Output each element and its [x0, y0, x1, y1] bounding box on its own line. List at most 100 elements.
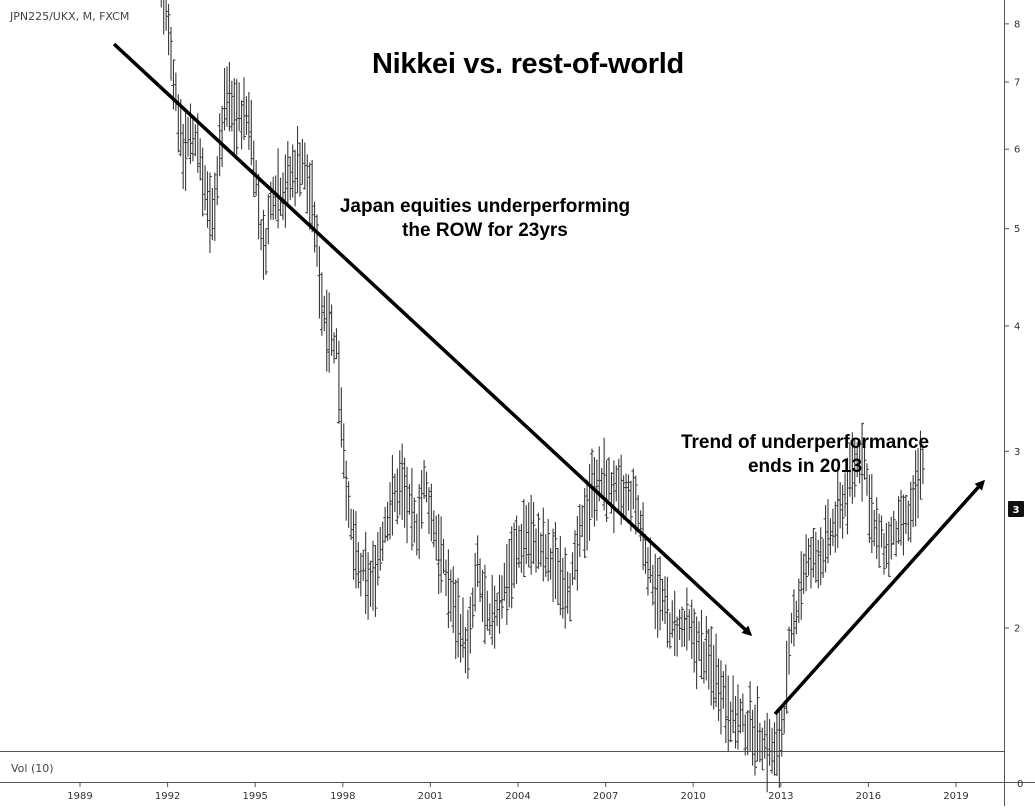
price-bar — [502, 562, 507, 601]
price-bar — [838, 482, 843, 529]
price-bar — [565, 571, 570, 614]
price-bar — [375, 532, 380, 586]
x-tick-label: 1995 — [242, 791, 267, 802]
price-bar — [672, 590, 677, 657]
price-bar — [655, 558, 660, 638]
price-bar — [894, 520, 899, 557]
price-bar — [828, 518, 833, 556]
price-bar — [324, 289, 329, 372]
price-bar — [470, 587, 475, 628]
price-bar — [558, 535, 563, 616]
price-bar — [577, 504, 582, 558]
price-bar — [339, 387, 344, 448]
price-bar — [285, 141, 290, 207]
left-annotation-line1: Japan equities underperforming — [339, 196, 631, 217]
price-bars — [160, 0, 925, 793]
x-tick-label: 1998 — [330, 791, 355, 802]
price-bar — [572, 530, 577, 580]
price-bar — [237, 82, 242, 131]
price-bar — [551, 528, 556, 603]
price-bar — [808, 537, 813, 589]
last-price-label: 3 — [1013, 505, 1020, 516]
price-bar — [645, 547, 650, 596]
x-tick-label: 2004 — [505, 791, 530, 802]
price-bar — [210, 187, 215, 241]
price-bar — [259, 219, 264, 251]
price-bar — [753, 704, 758, 776]
price-bar — [361, 550, 366, 581]
price-bar — [806, 538, 811, 576]
price-bar — [378, 526, 383, 571]
price-bar — [711, 644, 716, 710]
price-bar — [767, 719, 772, 766]
price-bar — [536, 512, 541, 569]
price-bar — [538, 532, 543, 567]
price-bar — [638, 510, 643, 542]
price-bar — [312, 201, 317, 253]
price-bar — [526, 502, 531, 568]
price-bar — [755, 685, 760, 762]
price-bar — [886, 521, 891, 577]
price-bar — [731, 675, 736, 734]
price-bar — [555, 547, 560, 606]
price-bar — [429, 483, 434, 542]
price-bar — [582, 487, 587, 559]
chart-title: Nikkei vs. rest-of-world — [372, 48, 684, 80]
price-bar — [614, 465, 619, 502]
price-bar — [322, 295, 327, 332]
price-bar — [599, 467, 604, 499]
price-bar — [816, 539, 821, 589]
price-bar — [395, 468, 400, 525]
price-bar — [879, 515, 884, 548]
price-bar — [448, 569, 453, 622]
price-bar — [787, 626, 792, 675]
price-bar — [648, 537, 653, 583]
price-bar — [402, 457, 407, 528]
price-bar — [799, 551, 804, 620]
price-bar — [388, 482, 393, 540]
price-bar — [896, 496, 901, 544]
volume-zero-tick: 0 — [1017, 779, 1023, 790]
price-bar — [193, 124, 198, 157]
price-bar — [341, 423, 346, 479]
price-bar — [845, 457, 850, 535]
price-bar — [487, 603, 492, 636]
price-bar — [804, 534, 809, 592]
left-annotation-line2: the ROW for 23yrs — [402, 220, 568, 241]
price-bar — [770, 727, 775, 774]
price-bar — [757, 722, 762, 763]
price-bar — [881, 533, 886, 575]
price-bar — [745, 710, 750, 756]
price-bar — [405, 466, 410, 544]
price-bar — [830, 508, 835, 547]
y-tick-label: 2 — [1014, 624, 1020, 635]
price-bar — [918, 430, 923, 500]
price-bar — [480, 570, 485, 623]
price-bar — [492, 585, 497, 649]
price-bar — [701, 641, 706, 684]
x-tick-label: 2001 — [418, 791, 443, 802]
price-bar — [431, 510, 436, 548]
price-bar — [497, 574, 502, 634]
price-bar — [521, 499, 526, 578]
price-bar — [750, 709, 755, 766]
x-tick-label: 2010 — [680, 791, 705, 802]
x-axis: 1989 1992 1995 1998 2001 2004 2007 2010 2013 2016… — [67, 782, 969, 802]
price-bar — [818, 527, 823, 586]
price-bar — [867, 474, 872, 543]
price-bar — [874, 497, 879, 560]
price-bar — [263, 228, 268, 276]
right-annotation: Trend of underperformance ends in 2013 — [640, 431, 970, 479]
price-bar — [631, 468, 636, 510]
price-bar — [721, 671, 726, 709]
price-bar — [293, 149, 298, 207]
price-bar — [821, 538, 826, 578]
price-bar — [310, 159, 315, 233]
price-bar — [414, 513, 419, 556]
price-bar — [813, 531, 818, 583]
price-bar — [163, 0, 165, 35]
price-bar — [553, 522, 558, 600]
price-bar — [738, 698, 743, 734]
price-bar — [380, 521, 385, 561]
